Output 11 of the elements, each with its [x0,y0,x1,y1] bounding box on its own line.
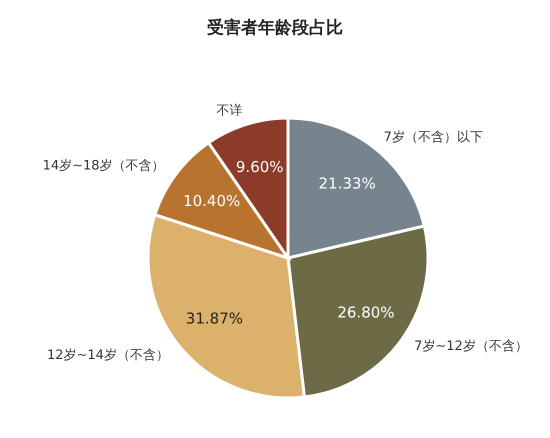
data-label: 10.40% [183,192,240,210]
slice-label: 14岁~18岁（不含） [42,158,165,174]
data-label: 9.60% [236,158,284,176]
slice-label: 不详 [216,103,242,118]
slice-label: 12岁~14岁（不含） [46,348,169,364]
chart-title: 受害者年龄段占比 [206,17,344,39]
data-label: 21.33% [318,174,376,192]
slice-label: 7岁~12岁（不含） [414,338,528,354]
data-label: 31.87% [186,309,243,328]
data-label: 26.80% [337,304,395,322]
slice-label: 7岁（不含）以下 [384,130,483,145]
